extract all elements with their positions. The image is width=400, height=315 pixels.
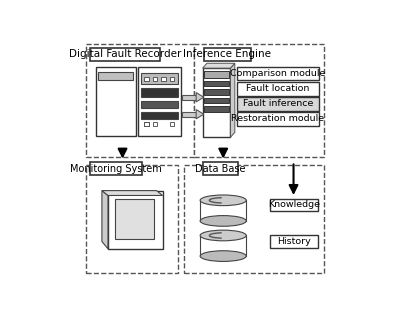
FancyBboxPatch shape	[96, 67, 136, 136]
FancyBboxPatch shape	[202, 162, 238, 175]
FancyBboxPatch shape	[141, 73, 178, 84]
FancyBboxPatch shape	[182, 94, 197, 100]
FancyBboxPatch shape	[204, 106, 229, 112]
FancyBboxPatch shape	[144, 77, 149, 81]
Ellipse shape	[200, 195, 246, 206]
FancyBboxPatch shape	[108, 191, 162, 249]
FancyBboxPatch shape	[90, 162, 142, 175]
Polygon shape	[196, 110, 204, 119]
FancyBboxPatch shape	[98, 72, 134, 80]
FancyBboxPatch shape	[86, 165, 178, 273]
FancyBboxPatch shape	[141, 112, 178, 119]
FancyBboxPatch shape	[161, 77, 166, 81]
FancyBboxPatch shape	[144, 122, 149, 126]
FancyBboxPatch shape	[144, 122, 149, 126]
Text: Restoration module: Restoration module	[231, 114, 324, 123]
FancyBboxPatch shape	[170, 122, 174, 126]
FancyBboxPatch shape	[204, 71, 229, 78]
Text: History: History	[277, 237, 311, 246]
FancyBboxPatch shape	[204, 48, 251, 61]
Text: Data Base: Data Base	[195, 163, 246, 174]
Polygon shape	[196, 93, 204, 102]
Text: Monitoring System: Monitoring System	[70, 163, 162, 174]
FancyBboxPatch shape	[90, 48, 160, 61]
FancyBboxPatch shape	[184, 165, 324, 273]
Polygon shape	[102, 191, 162, 195]
FancyBboxPatch shape	[141, 101, 178, 108]
FancyBboxPatch shape	[138, 67, 181, 136]
Polygon shape	[230, 63, 235, 137]
FancyBboxPatch shape	[204, 81, 229, 86]
FancyBboxPatch shape	[204, 89, 229, 95]
FancyBboxPatch shape	[194, 44, 324, 157]
Polygon shape	[102, 191, 108, 249]
FancyBboxPatch shape	[270, 235, 318, 248]
Text: Comparison module: Comparison module	[230, 69, 326, 78]
FancyBboxPatch shape	[270, 199, 318, 211]
FancyBboxPatch shape	[153, 77, 157, 81]
Ellipse shape	[200, 251, 246, 261]
FancyBboxPatch shape	[182, 112, 197, 117]
FancyBboxPatch shape	[204, 98, 229, 103]
Text: Fault inference: Fault inference	[242, 100, 313, 108]
Ellipse shape	[200, 230, 246, 241]
Text: Digital Fault Recorder: Digital Fault Recorder	[69, 49, 181, 59]
FancyBboxPatch shape	[236, 67, 319, 80]
FancyBboxPatch shape	[153, 122, 157, 126]
FancyBboxPatch shape	[236, 82, 319, 95]
FancyBboxPatch shape	[236, 97, 319, 111]
FancyBboxPatch shape	[236, 112, 319, 126]
FancyBboxPatch shape	[141, 88, 178, 97]
Ellipse shape	[200, 215, 246, 226]
FancyBboxPatch shape	[115, 199, 154, 239]
Bar	[200, 200, 246, 221]
Text: Fault location: Fault location	[246, 84, 310, 93]
Text: Inference Engine: Inference Engine	[184, 49, 272, 59]
FancyBboxPatch shape	[86, 44, 194, 157]
Bar	[200, 236, 246, 256]
Polygon shape	[202, 63, 235, 68]
FancyBboxPatch shape	[170, 77, 174, 81]
FancyBboxPatch shape	[202, 68, 230, 137]
Text: Knowledge: Knowledge	[268, 200, 320, 209]
